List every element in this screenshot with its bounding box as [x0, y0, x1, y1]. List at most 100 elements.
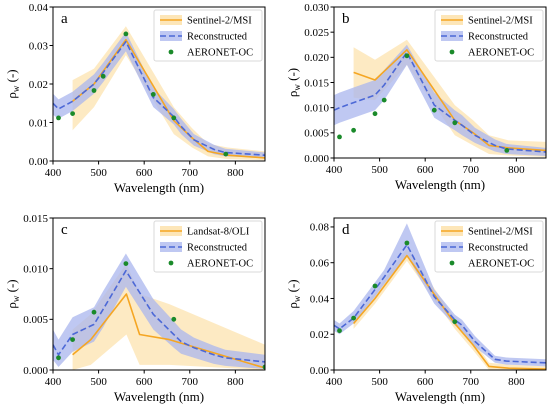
y-axis-label-symbol: ρ	[4, 302, 19, 309]
y-tick-label: 0.000	[23, 365, 48, 377]
aeronet-point	[351, 127, 356, 133]
legend-entry: AERONET-OC	[187, 48, 253, 59]
reconstructed-line	[334, 51, 546, 153]
y-axis-label: ρw (-)	[4, 279, 21, 308]
x-tick-label: 600	[417, 376, 434, 388]
aeronet-point	[100, 73, 106, 79]
plot-area	[53, 26, 265, 161]
legend-entry: Sentinel-2/MSI	[468, 227, 533, 238]
legend: Landsat-8/OLI Reconstructed AERONET-OC	[153, 220, 263, 273]
sensor-line	[352, 254, 546, 370]
y-axis-label-unit: (-)	[285, 279, 300, 295]
legend-entry: Reconstructed	[187, 243, 248, 254]
aeronet-point	[372, 111, 378, 117]
aeronet-point	[351, 315, 356, 321]
legend-swatch-aeronet	[168, 260, 174, 266]
x-tick-label: 500	[371, 164, 388, 176]
panel-c: 400 500 600 700 800 0.000 0.005 0.010 0.015 Wavel…	[4, 213, 266, 404]
plot-area	[334, 39, 546, 158]
aeronet-point	[404, 53, 410, 59]
y-tick-label: 0.02	[29, 79, 48, 91]
aeronet-point	[123, 31, 129, 37]
aeronet-point	[91, 309, 97, 315]
y-tick-label: 0.010	[304, 102, 329, 114]
aeronet-point	[56, 355, 61, 361]
aeronet-point	[372, 283, 378, 289]
legend-entry: AERONET-OC	[187, 259, 253, 270]
legend-entry: AERONET-OC	[468, 48, 534, 59]
x-tick-label: 600	[136, 167, 153, 179]
y-tick-label: 0.025	[304, 27, 329, 39]
legend: Sentinel-2/MSI Reconstructed AERONET-OC	[153, 9, 263, 62]
x-tick-label: 700	[463, 376, 480, 388]
y-tick-label: 0.010	[23, 263, 48, 275]
y-axis-label: ρw (-)	[285, 68, 302, 97]
aeronet-point	[337, 134, 342, 140]
x-tick-label: 500	[90, 376, 107, 388]
reconstructed-line	[334, 244, 546, 364]
aeronet-point	[404, 240, 410, 246]
reconstructed-line	[53, 269, 265, 363]
panel-letter: a	[61, 11, 68, 27]
aeronet-point	[70, 337, 75, 342]
y-axis-label-unit: (-)	[285, 68, 300, 84]
aeronet-point	[262, 364, 265, 370]
y-axis-label-subscript: w	[292, 295, 302, 302]
aeronet-point	[381, 97, 387, 103]
x-tick-label: 400	[45, 167, 62, 179]
y-tick-label: 0.015	[23, 213, 48, 225]
x-axis-label: Wavelength (nm)	[114, 180, 204, 195]
aeronet-point	[70, 111, 75, 116]
y-axis-label-symbol: ρ	[285, 302, 300, 309]
y-axis-label: ρw (-)	[4, 69, 21, 98]
sensor-uncertainty-band	[72, 26, 265, 161]
x-tick-label: 600	[417, 164, 434, 176]
aeronet-point	[452, 120, 458, 126]
legend: Sentinel-2/MSI Reconstructed AERONET-OC	[434, 220, 544, 273]
x-tick-label: 400	[45, 376, 62, 388]
aeronet-point	[123, 261, 129, 266]
reconstructed-uncertainty-band	[334, 44, 546, 156]
aeronet-point	[504, 148, 510, 153]
x-tick-label: 600	[136, 376, 153, 388]
y-tick-label: 0.005	[304, 128, 329, 140]
y-tick-label: 0.06	[310, 258, 330, 270]
aeronet-point	[150, 92, 156, 97]
reconstructed-line	[53, 40, 265, 156]
x-tick-label: 800	[508, 164, 525, 176]
y-axis-label-symbol: ρ	[4, 92, 19, 99]
y-tick-label: 0.04	[310, 293, 330, 305]
y-tick-label: 0.005	[23, 314, 48, 326]
y-tick-label: 0.01	[29, 117, 48, 129]
panel-a: 400 500 600 700 800 0.00 0.01 0.02 0.03 0.04 Wavel…	[4, 2, 266, 195]
y-tick-label: 0.08	[310, 222, 330, 234]
legend-entry: Reconstructed	[187, 32, 248, 43]
reconstructed-uncertainty-band	[53, 253, 265, 369]
legend-swatch-aeronet	[449, 260, 455, 266]
panel-d: 400 500 600 700 800 0.00 0.02 0.04 0.06 0.08 Wavel…	[285, 217, 547, 404]
y-axis-label-unit: (-)	[4, 69, 19, 85]
aeronet-point	[431, 107, 437, 113]
y-tick-label: 0.000	[304, 153, 329, 165]
aeronet-point	[91, 88, 97, 93]
panel-letter: d	[342, 222, 350, 238]
legend: Sentinel-2/MSI Reconstructed AERONET-OC	[434, 9, 544, 62]
plot-area	[334, 223, 546, 370]
panel-letter: b	[342, 11, 350, 27]
x-tick-label: 500	[90, 167, 107, 179]
aeronet-point	[171, 115, 177, 121]
x-axis-label: Wavelength (nm)	[395, 389, 485, 404]
y-tick-label: 0.020	[304, 52, 329, 64]
axes-frame	[333, 217, 547, 371]
x-axis-label: Wavelength (nm)	[395, 177, 485, 192]
aeronet-point	[56, 115, 61, 121]
aeronet-point	[337, 328, 342, 334]
y-tick-label: 0.00	[29, 156, 49, 168]
y-tick-label: 0.015	[304, 77, 329, 89]
y-tick-label: 0.030	[304, 2, 329, 14]
x-tick-label: 800	[508, 376, 525, 388]
legend-entry: AERONET-OC	[468, 259, 534, 270]
panel-letter: c	[61, 222, 68, 238]
y-axis-label-subscript: w	[11, 295, 21, 302]
aeronet-point	[171, 316, 177, 322]
